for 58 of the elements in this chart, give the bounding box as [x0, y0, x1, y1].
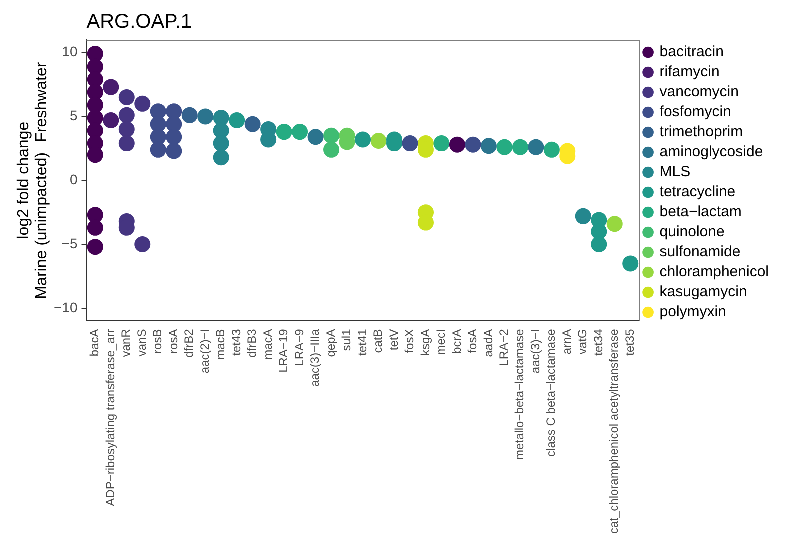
- x-tick-label: rosA: [166, 329, 180, 354]
- x-tick-label: aac(2)−I: [198, 329, 212, 374]
- legend-label: bacitracin: [660, 44, 724, 61]
- legend-label: fosfomycin: [660, 104, 732, 121]
- legend-label: MLS: [660, 164, 691, 181]
- y-tick-label: 0: [70, 171, 78, 188]
- y-tick-label: 10: [62, 44, 78, 60]
- x-tick-label: fosX: [402, 329, 417, 354]
- legend-label: tetracycline: [660, 184, 736, 201]
- y-tick-label: −5: [62, 235, 78, 252]
- x-tick-label: tet41: [355, 328, 370, 356]
- x-tick-label: LRA−19: [276, 328, 291, 373]
- x-tick-label: tet34: [591, 328, 606, 356]
- x-tick-label: macA: [260, 329, 275, 360]
- x-tick-label: rosB: [150, 329, 165, 354]
- x-tick-label: LRA−2: [496, 328, 511, 366]
- x-tick-label: aac(3)−I: [528, 329, 542, 374]
- x-tick-label: bacA: [88, 329, 102, 357]
- x-tick-label: aac(3)−IIIa: [308, 328, 322, 387]
- x-tick-label: ksgA: [418, 329, 432, 356]
- y-tick-label: −10: [54, 299, 78, 316]
- x-tick-label: fosA: [466, 329, 480, 354]
- legend-label: vancomycin: [660, 84, 739, 101]
- chart-title: ARG.OAP.1: [86, 11, 192, 33]
- x-tick-label: catB: [371, 329, 386, 354]
- legend-label: quinolone: [660, 224, 725, 241]
- x-tick-label: tetV: [386, 329, 401, 351]
- x-tick-label: class C beta−lactamase: [544, 328, 558, 457]
- x-tick-label: tet35: [622, 328, 637, 356]
- x-tick-label: sul1: [340, 328, 354, 352]
- y-tick-label: 5: [70, 108, 78, 124]
- legend-label: polymyxin: [660, 304, 726, 321]
- legend-label: trimethoprim: [660, 124, 744, 141]
- x-tick-label: cat_chloramphenicol acetyltransferase: [607, 328, 622, 534]
- x-tick-label: bcrA: [450, 329, 464, 354]
- x-tick-label: arnA: [560, 329, 574, 355]
- text: Marine (unimpacted): [33, 152, 50, 300]
- x-tick-label: qepA: [324, 329, 338, 358]
- legend-label: beta−lactam: [660, 204, 742, 221]
- legend-label: rifamycin: [660, 64, 720, 81]
- x-tick-label: dfrB2: [182, 328, 196, 358]
- x-tick-label: metallo−beta−lactamase: [512, 328, 527, 460]
- text: Freshwater: [33, 62, 50, 142]
- x-tick-label: dfrB3: [245, 328, 260, 358]
- x-tick-label: tet43: [229, 328, 244, 356]
- x-tick-label: aadA: [481, 329, 496, 358]
- legend-label: chloramphenicol: [660, 264, 770, 281]
- legend-label: kasugamycin: [660, 284, 748, 301]
- x-tick-label: mecI: [434, 329, 448, 356]
- y-axis-title: log2 fold change: [15, 122, 32, 240]
- x-tick-label: vatG: [576, 329, 590, 355]
- legend-label: sulfonamide: [660, 244, 741, 261]
- legend-label: aminoglycoside: [660, 144, 764, 161]
- x-tick-label: vanR: [119, 328, 134, 358]
- x-tick-label: macB: [214, 329, 228, 360]
- x-tick-label: ADP−ribosylating transferase_arr: [103, 329, 118, 506]
- x-tick-label: LRA−9: [292, 328, 306, 366]
- x-tick-label: vanS: [134, 329, 149, 357]
